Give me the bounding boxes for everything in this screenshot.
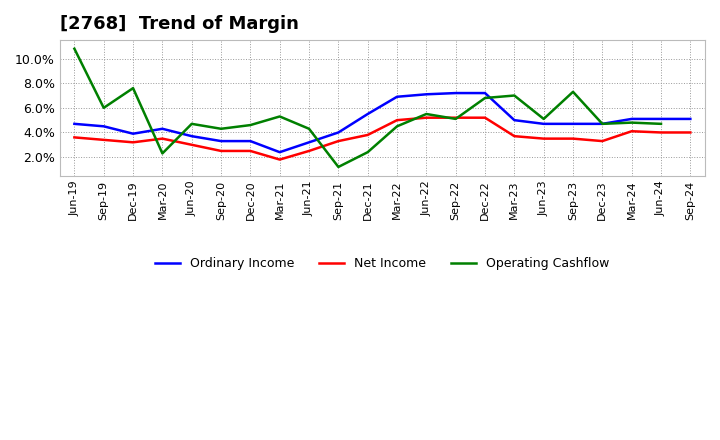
Ordinary Income xyxy=(99,124,108,129)
Ordinary Income xyxy=(392,94,401,99)
Ordinary Income xyxy=(217,139,225,144)
Net Income xyxy=(510,133,518,139)
Net Income xyxy=(481,115,490,120)
Net Income xyxy=(686,130,695,135)
Net Income xyxy=(70,135,78,140)
Ordinary Income xyxy=(481,91,490,96)
Operating Cashflow xyxy=(246,122,255,128)
Ordinary Income xyxy=(305,139,313,145)
Net Income xyxy=(364,132,372,138)
Net Income xyxy=(187,142,196,147)
Operating Cashflow xyxy=(481,95,490,101)
Operating Cashflow xyxy=(627,120,636,125)
Ordinary Income xyxy=(657,116,665,121)
Operating Cashflow xyxy=(70,46,78,51)
Legend: Ordinary Income, Net Income, Operating Cashflow: Ordinary Income, Net Income, Operating C… xyxy=(150,252,615,275)
Ordinary Income xyxy=(246,139,255,144)
Ordinary Income xyxy=(422,92,431,97)
Net Income xyxy=(158,136,167,141)
Operating Cashflow xyxy=(187,121,196,126)
Net Income xyxy=(598,139,607,144)
Net Income xyxy=(392,117,401,123)
Operating Cashflow xyxy=(364,150,372,155)
Ordinary Income xyxy=(686,116,695,121)
Ordinary Income xyxy=(334,130,343,135)
Operating Cashflow xyxy=(334,164,343,169)
Operating Cashflow xyxy=(99,105,108,110)
Net Income xyxy=(539,136,548,141)
Ordinary Income xyxy=(510,117,518,123)
Ordinary Income xyxy=(158,126,167,132)
Operating Cashflow xyxy=(510,93,518,98)
Net Income xyxy=(217,148,225,154)
Operating Cashflow xyxy=(392,124,401,129)
Operating Cashflow xyxy=(422,111,431,117)
Ordinary Income xyxy=(539,121,548,126)
Operating Cashflow xyxy=(217,126,225,132)
Ordinary Income xyxy=(569,121,577,126)
Operating Cashflow xyxy=(275,114,284,119)
Ordinary Income xyxy=(451,91,460,96)
Line: Net Income: Net Income xyxy=(74,117,690,160)
Net Income xyxy=(657,130,665,135)
Operating Cashflow xyxy=(129,85,138,91)
Text: [2768]  Trend of Margin: [2768] Trend of Margin xyxy=(60,15,299,33)
Net Income xyxy=(451,115,460,120)
Net Income xyxy=(129,139,138,145)
Operating Cashflow xyxy=(451,116,460,121)
Ordinary Income xyxy=(364,111,372,117)
Operating Cashflow xyxy=(657,121,665,126)
Ordinary Income xyxy=(275,150,284,155)
Operating Cashflow xyxy=(569,89,577,95)
Operating Cashflow xyxy=(598,121,607,126)
Operating Cashflow xyxy=(158,151,167,156)
Ordinary Income xyxy=(598,121,607,126)
Line: Operating Cashflow: Operating Cashflow xyxy=(74,49,661,167)
Line: Ordinary Income: Ordinary Income xyxy=(74,93,690,152)
Ordinary Income xyxy=(70,121,78,126)
Net Income xyxy=(627,128,636,134)
Ordinary Income xyxy=(627,116,636,121)
Net Income xyxy=(422,115,431,120)
Ordinary Income xyxy=(129,131,138,136)
Ordinary Income xyxy=(187,133,196,139)
Net Income xyxy=(569,136,577,141)
Operating Cashflow xyxy=(305,126,313,132)
Net Income xyxy=(305,148,313,154)
Net Income xyxy=(275,157,284,162)
Net Income xyxy=(334,139,343,144)
Net Income xyxy=(246,148,255,154)
Net Income xyxy=(99,137,108,143)
Operating Cashflow xyxy=(539,116,548,121)
